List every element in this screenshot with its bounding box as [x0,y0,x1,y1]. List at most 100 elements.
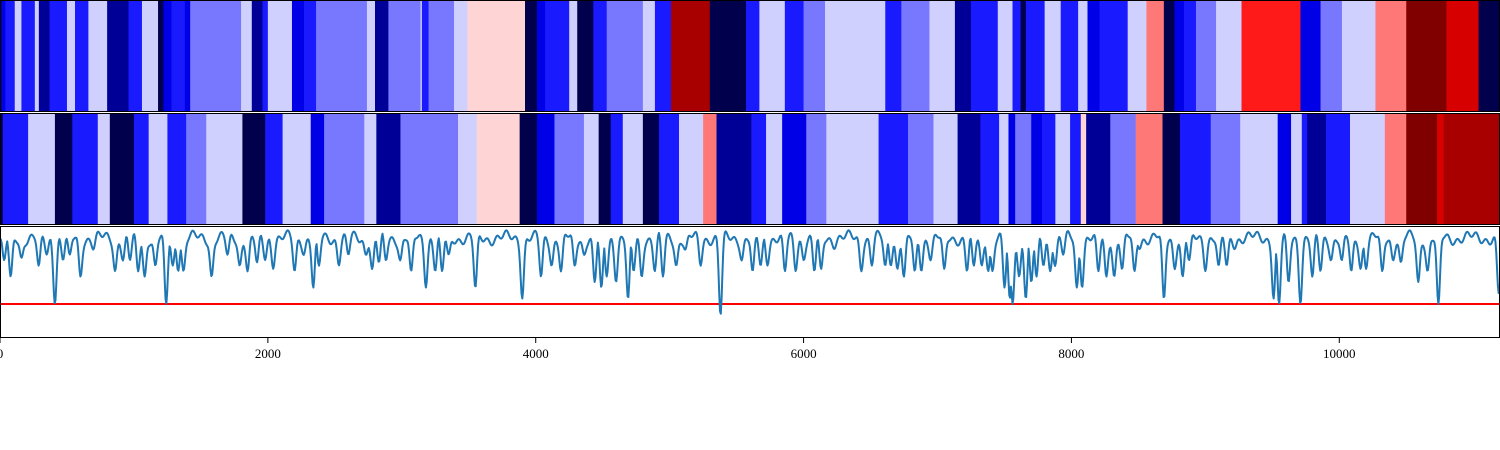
heatmap-top-cell [593,1,608,111]
heatmap-top-cell [88,1,108,111]
heatmap-bottom-cell [72,114,99,224]
heatmap-bottom-cell [933,114,958,224]
heatmap-bottom-cell [806,114,827,224]
heatmap-top-cell [107,1,129,111]
heatmap-bottom-cell [826,114,879,224]
heatmap-bottom-cell [376,114,401,224]
heatmap-top-cell [128,1,143,111]
heatmap-bottom-cell [1350,114,1386,224]
heatmap-top-cell [1020,1,1027,111]
heatmap-top-cell [1127,1,1147,111]
heatmap-bottom-cell [0,114,4,224]
heatmap-top-cell [1341,1,1376,111]
heatmap-top-cell [784,1,804,111]
heatmap-bottom-cell [642,114,660,224]
heatmap-bottom-cell [908,114,934,224]
heatmap-top-cell [366,1,376,111]
x-tick-label: 2000 [255,346,281,361]
heatmap-bottom-cell [400,114,459,224]
heatmap-top-cell [642,1,656,111]
heatmap-bottom-cell [1086,114,1111,224]
heatmap-top-cell [388,1,421,111]
heatmap-top-cell [654,1,672,111]
heatmap-bottom-cell [1008,114,1016,224]
heatmap-top-cell [1060,1,1079,111]
heatmap-top-cell [171,1,186,111]
heatmap-bottom-cell [458,114,478,224]
heatmap-bottom-cell [1135,114,1163,224]
heatmap-top-cell [49,1,68,111]
heatmap-top-cell [375,1,389,111]
heatmap-top-cell [14,1,22,111]
heatmap-top-cell [184,1,191,111]
heatmap-top-cell [745,1,760,111]
heatmap-row-top [0,1,1500,111]
heatmap-top-cell [803,1,826,111]
heatmap-bottom-cell [1162,114,1181,224]
heatmap-bottom-cell [133,114,150,224]
heatmap-bottom-cell [519,114,538,224]
heatmap-top-cell [291,1,305,111]
heatmap-top-cell [1320,1,1343,111]
heatmap-top-cell [569,1,578,111]
heatmap-bottom-cell [1277,114,1292,224]
x-tick-label: 8000 [1058,346,1084,361]
heatmap-top-cell [1099,1,1129,111]
heatmap-top-cell [1,1,6,111]
heatmap-top-cell [1300,1,1321,111]
heatmap-top-cell [970,1,999,111]
heatmap-top-cell [1044,1,1062,111]
signal-line [0,229,1500,315]
heatmap-bottom-cell [1210,114,1241,224]
heatmap-top-cell [262,1,269,111]
heatmap-bottom-cell [679,114,704,224]
heatmap-top-cell [158,1,164,111]
heatmap-top-cell [421,1,429,111]
heatmap-bottom-cell [1031,114,1043,224]
heatmap-bottom-cell [1179,114,1212,224]
heatmap-top-cell [1012,1,1021,111]
heatmap-top-cell [709,1,747,111]
heatmap-bottom-cell [1240,114,1279,224]
heatmap-bottom-cell [999,114,1009,224]
heatmap-top-cell [1195,1,1217,111]
heatmap-bottom-cell [206,114,243,224]
heatmap-top-cell [21,1,36,111]
heatmap-top-cell [577,1,594,111]
x-tick-label: 4000 [523,346,549,361]
heatmap-top-cell [267,1,293,111]
heatmap-top-cell [251,1,263,111]
heatmap-top-cell [929,1,956,111]
heatmap-bottom-cell [1015,114,1032,224]
heatmap-bottom-cell [878,114,909,224]
heatmap-bottom-cell [1301,114,1308,224]
x-tick-label: 6000 [791,346,817,361]
line-plot-panel [0,226,1500,338]
heatmap-top-cell [885,1,902,111]
heatmap-bottom-cell [957,114,981,224]
heatmap-bottom-cell [310,114,325,224]
heatmap-top-cell [1025,1,1046,111]
heatmap-top-cell [1078,1,1088,111]
heatmap-top-cell [825,1,886,111]
heatmap-bottom-cell [1443,114,1500,224]
heatmap-top-cell [670,1,711,111]
heatmap-bottom-cell [1291,114,1303,224]
heatmap-top-cell [1375,1,1407,111]
heatmap-top-cell [241,1,253,111]
heatmap-top-cell [1087,1,1100,111]
heatmap-top-cell [537,1,546,111]
heatmap-top-cell [467,1,526,111]
heatmap-bottom-cell [324,114,365,224]
heatmap-bottom-cell [554,114,585,224]
heatmap-top-cell [1174,1,1185,111]
heatmap-bottom-cell [658,114,680,224]
heatmap-top-cell [759,1,786,111]
heatmap-top-cell [454,1,468,111]
x-tick-label: 10000 [1323,346,1356,361]
heatmap-bottom-cell [54,114,73,224]
heatmap-bottom-cell [148,114,168,224]
heatmap-bottom-cell [622,114,644,224]
heatmap-bottom-cell [598,114,612,224]
